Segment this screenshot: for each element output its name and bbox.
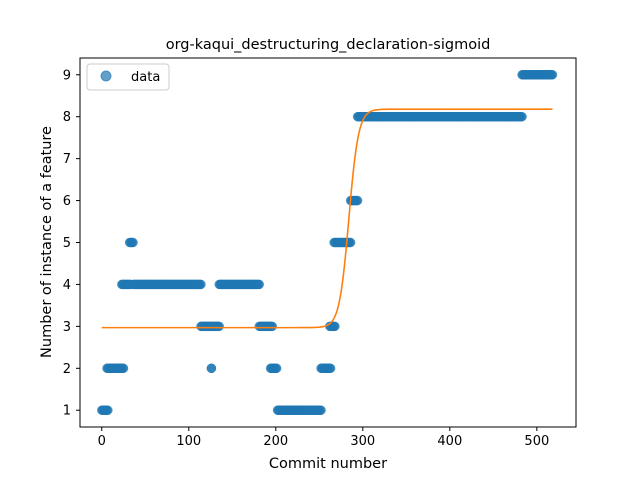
- data-point: [325, 363, 336, 374]
- y-tick-label: 6: [63, 194, 71, 209]
- x-tick-label: 200: [263, 434, 288, 449]
- legend-label-data: data: [131, 70, 160, 85]
- x-tick-label: 500: [524, 434, 549, 449]
- y-tick-label: 9: [63, 68, 71, 83]
- data-point: [547, 70, 558, 80]
- data-point: [196, 279, 206, 290]
- data-point: [330, 321, 340, 332]
- data-point: [352, 195, 363, 206]
- y-tick-label: 8: [63, 110, 71, 125]
- y-tick-label: 7: [63, 152, 71, 167]
- data-point: [128, 237, 138, 248]
- x-tick-label: 0: [98, 434, 106, 449]
- y-tick-label: 5: [63, 236, 71, 251]
- y-tick-label: 4: [63, 278, 71, 293]
- legend: data: [86, 63, 170, 91]
- data-point: [316, 405, 326, 415]
- y-tick-label: 1: [63, 404, 71, 419]
- x-tick-label: 300: [350, 434, 375, 449]
- data-point: [214, 321, 224, 332]
- data-point: [254, 279, 265, 290]
- data-point: [118, 363, 129, 374]
- chart-title: org-kaqui_destructuring_declaration-sigm…: [166, 37, 491, 53]
- data-point: [517, 111, 527, 122]
- data-point: [103, 405, 113, 415]
- scatter-series-data: [97, 70, 558, 415]
- data-point: [206, 363, 217, 374]
- y-tick-label: 3: [63, 320, 71, 335]
- axes: 0 100 200 300 400 500 1 2 3 4 5 6 7 8 9: [63, 57, 577, 449]
- y-tick-label: 2: [63, 362, 71, 377]
- sigmoid-fit-line: [101, 108, 553, 329]
- data-point: [271, 363, 282, 374]
- data-point: [267, 321, 278, 332]
- legend-frame: [86, 63, 170, 91]
- x-tick-label: 100: [176, 434, 201, 449]
- y-axis-label: Number of instance of a feature: [39, 126, 55, 358]
- plot-area: [97, 70, 558, 415]
- x-axis-label: Commit number: [269, 456, 387, 472]
- x-tick-label: 400: [437, 434, 462, 449]
- legend-marker-data: [100, 70, 112, 82]
